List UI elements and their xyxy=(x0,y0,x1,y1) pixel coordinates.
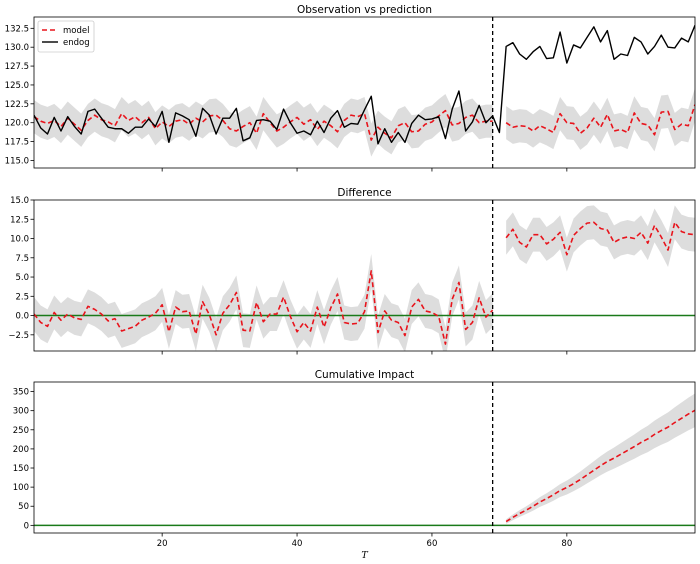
panel-title: Observation vs prediction xyxy=(297,4,432,16)
x-tick-label: 20 xyxy=(157,539,168,549)
y-tick-label: 117.5 xyxy=(5,138,29,148)
confidence-band-model-post xyxy=(506,87,695,152)
x-axis-label: T xyxy=(361,550,368,561)
plot-area xyxy=(34,25,695,157)
y-tick-label: 0.0 xyxy=(15,312,29,322)
cumulative-impact-panel: 0 50 100 150 200 250 300 350 20 40 60 80 Cumulative … xyxy=(13,369,696,561)
y-tick-label: 50 xyxy=(18,502,29,512)
y-tick-label: 5.0 xyxy=(15,273,29,283)
panel-title: Cumulative Impact xyxy=(315,369,415,381)
plot-area xyxy=(34,205,695,351)
y-tick-label: 125.0 xyxy=(5,81,29,91)
confidence-band-difference-post xyxy=(506,205,695,272)
x-tick-label: 40 xyxy=(292,539,303,549)
observation-vs-prediction-panel: 115.0 117.5 120.0 122.5 125.0 127.5 130.0 132.5… xyxy=(5,4,696,172)
series-line-difference xyxy=(34,270,494,345)
y-tick-label: 15.0 xyxy=(10,196,29,206)
legend-label-model: model xyxy=(63,26,89,36)
legend-box xyxy=(37,20,95,53)
y-tick-label: 100 xyxy=(13,483,29,493)
series-line-endog xyxy=(34,25,695,145)
series-line-difference-post xyxy=(505,221,695,256)
axes-frame xyxy=(33,381,696,534)
y-tick-label: 122.5 xyxy=(5,100,29,110)
y-tick-label: 12.5 xyxy=(10,215,29,225)
y-tick-label: 127.5 xyxy=(5,62,29,72)
panel-title: Difference xyxy=(337,187,391,199)
axes-frame xyxy=(33,199,696,352)
confidence-band-cumulative xyxy=(506,393,695,524)
y-tick-label: 2.5 xyxy=(15,292,29,302)
y-tick-label: −2.5 xyxy=(8,331,29,341)
y-tick-label: 300 xyxy=(13,407,29,417)
series-line-cumulative xyxy=(505,409,695,523)
axes-frame xyxy=(33,16,696,169)
difference-panel: −2.5 0.0 2.5 5.0 7.5 10.0 12.5 15.0 Difference xyxy=(8,187,696,355)
y-tick-label: 0 xyxy=(24,521,29,531)
y-tick-label: 150 xyxy=(13,464,29,474)
y-tick-label: 350 xyxy=(13,388,29,398)
y-tick-label: 7.5 xyxy=(15,254,29,264)
legend-label-endog: endog xyxy=(63,38,90,48)
y-tick-label: 120.0 xyxy=(5,119,29,129)
y-tick-label: 132.5 xyxy=(5,24,29,34)
y-tick-label: 115.0 xyxy=(5,156,29,166)
y-tick-label: 250 xyxy=(13,426,29,436)
plot-area xyxy=(34,393,695,527)
series-line-model-post xyxy=(505,104,695,136)
series-line-model xyxy=(34,109,493,141)
y-tick-label: 200 xyxy=(13,445,29,455)
x-tick-label: 60 xyxy=(427,539,438,549)
y-tick-label: 10.0 xyxy=(10,235,29,245)
x-tick-label: 80 xyxy=(561,539,572,549)
y-tick-label: 130.0 xyxy=(5,43,29,53)
legend: model endog xyxy=(37,20,95,53)
